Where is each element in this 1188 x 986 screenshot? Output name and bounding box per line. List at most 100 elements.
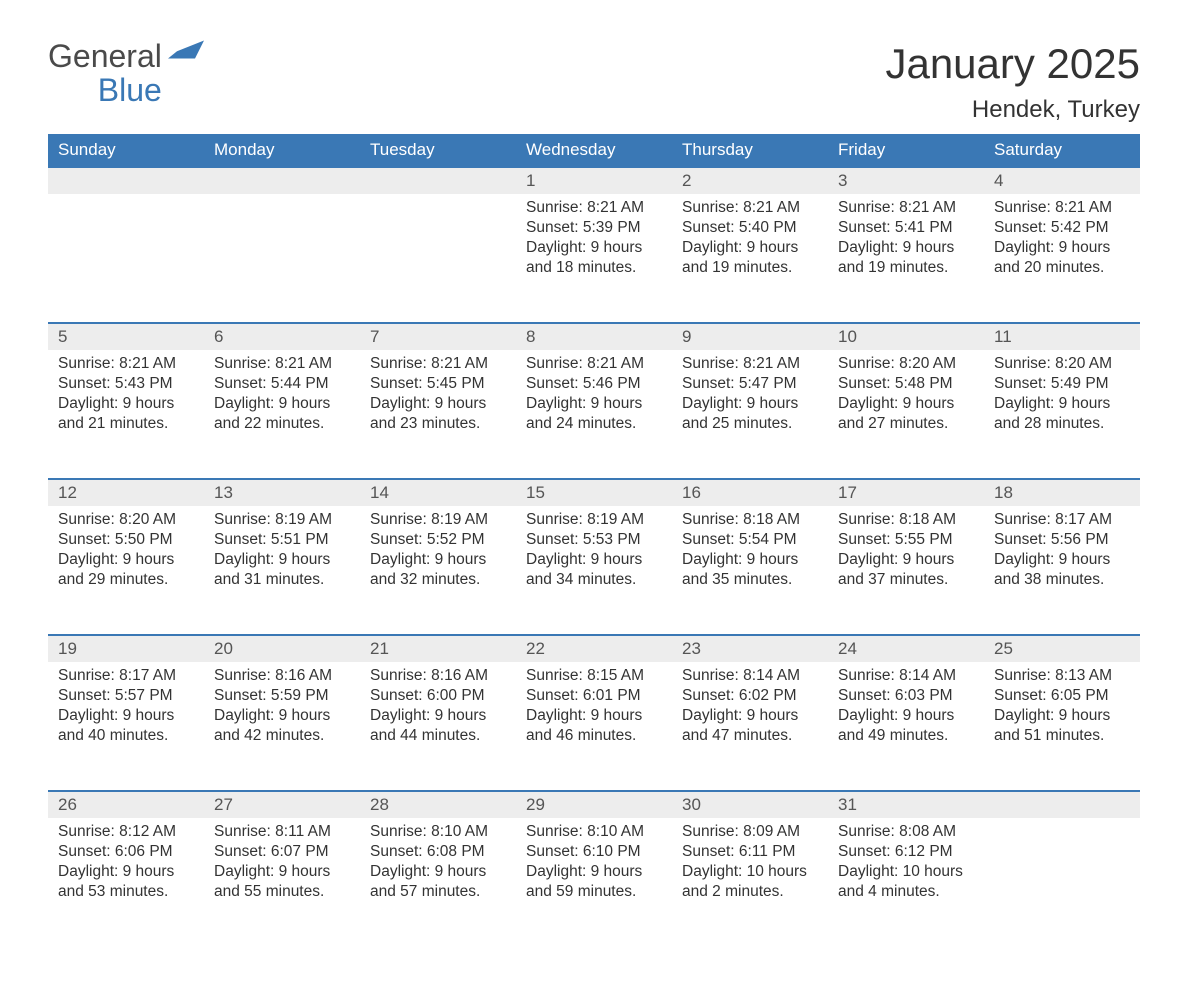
day-sunset: Sunset: 6:10 PM: [526, 842, 662, 862]
day-d2: and 18 minutes.: [526, 258, 662, 278]
day-sunset: Sunset: 6:00 PM: [370, 686, 506, 706]
day-sunset: Sunset: 6:03 PM: [838, 686, 974, 706]
day-details: Sunrise: 8:21 AMSunset: 5:47 PMDaylight:…: [672, 350, 828, 449]
day-d1: Daylight: 9 hours: [58, 394, 194, 414]
weekday-header: Saturday: [984, 134, 1140, 166]
day-sunset: Sunset: 6:07 PM: [214, 842, 350, 862]
day-d2: and 27 minutes.: [838, 414, 974, 434]
day-sunset: Sunset: 5:52 PM: [370, 530, 506, 550]
day-sunset: Sunset: 5:41 PM: [838, 218, 974, 238]
day-d1: Daylight: 9 hours: [994, 394, 1130, 414]
day-number: 22: [516, 634, 672, 662]
day-d2: and 53 minutes.: [58, 882, 194, 902]
day-d2: and 22 minutes.: [214, 414, 350, 434]
day-d1: Daylight: 9 hours: [58, 706, 194, 726]
day-details: Sunrise: 8:21 AMSunset: 5:40 PMDaylight:…: [672, 194, 828, 293]
day-number: 13: [204, 478, 360, 506]
day-sunset: Sunset: 5:57 PM: [58, 686, 194, 706]
day-sunrise: Sunrise: 8:21 AM: [526, 354, 662, 374]
day-details: Sunrise: 8:21 AMSunset: 5:41 PMDaylight:…: [828, 194, 984, 293]
day-d1: Daylight: 9 hours: [526, 238, 662, 258]
day-sunrise: Sunrise: 8:17 AM: [994, 510, 1130, 530]
week-body-row: Sunrise: 8:20 AMSunset: 5:50 PMDaylight:…: [48, 506, 1140, 634]
day-sunrise: Sunrise: 8:21 AM: [682, 198, 818, 218]
day-number: 9: [672, 322, 828, 350]
day-number: 29: [516, 790, 672, 818]
day-d2: and 42 minutes.: [214, 726, 350, 746]
day-d2: and 34 minutes.: [526, 570, 662, 590]
day-sunrise: Sunrise: 8:16 AM: [370, 666, 506, 686]
day-sunrise: Sunrise: 8:13 AM: [994, 666, 1130, 686]
day-number: 28: [360, 790, 516, 818]
day-sunset: Sunset: 5:44 PM: [214, 374, 350, 394]
day-number: 31: [828, 790, 984, 818]
day-d1: Daylight: 9 hours: [682, 238, 818, 258]
day-d1: Daylight: 9 hours: [838, 706, 974, 726]
day-d2: and 51 minutes.: [994, 726, 1130, 746]
day-d1: Daylight: 9 hours: [838, 550, 974, 570]
day-sunset: Sunset: 5:45 PM: [370, 374, 506, 394]
day-d1: Daylight: 9 hours: [58, 550, 194, 570]
day-details: Sunrise: 8:21 AMSunset: 5:45 PMDaylight:…: [360, 350, 516, 449]
day-number: 30: [672, 790, 828, 818]
day-sunrise: Sunrise: 8:08 AM: [838, 822, 974, 842]
day-d1: Daylight: 9 hours: [370, 550, 506, 570]
day-details: Sunrise: 8:12 AMSunset: 6:06 PMDaylight:…: [48, 818, 204, 917]
brand-line1: General: [48, 38, 162, 74]
day-sunrise: Sunrise: 8:19 AM: [370, 510, 506, 530]
day-d1: Daylight: 9 hours: [526, 706, 662, 726]
day-sunset: Sunset: 5:39 PM: [526, 218, 662, 238]
day-number-empty: [204, 166, 360, 194]
day-sunrise: Sunrise: 8:21 AM: [370, 354, 506, 374]
month-title: January 2025: [885, 40, 1140, 88]
day-d1: Daylight: 9 hours: [214, 394, 350, 414]
day-sunrise: Sunrise: 8:11 AM: [214, 822, 350, 842]
day-d1: Daylight: 9 hours: [58, 862, 194, 882]
day-d2: and 31 minutes.: [214, 570, 350, 590]
day-details: Sunrise: 8:13 AMSunset: 6:05 PMDaylight:…: [984, 662, 1140, 761]
day-d1: Daylight: 9 hours: [994, 706, 1130, 726]
day-sunset: Sunset: 5:40 PM: [682, 218, 818, 238]
header-bar: General Blue January 2025 Hendek, Turkey: [48, 40, 1140, 124]
day-d2: and 25 minutes.: [682, 414, 818, 434]
day-details: Sunrise: 8:19 AMSunset: 5:51 PMDaylight:…: [204, 506, 360, 605]
day-number-empty: [48, 166, 204, 194]
day-sunset: Sunset: 5:46 PM: [526, 374, 662, 394]
day-details: Sunrise: 8:09 AMSunset: 6:11 PMDaylight:…: [672, 818, 828, 917]
day-sunset: Sunset: 5:50 PM: [58, 530, 194, 550]
day-d1: Daylight: 9 hours: [370, 706, 506, 726]
day-d2: and 20 minutes.: [994, 258, 1130, 278]
day-number: 18: [984, 478, 1140, 506]
day-sunrise: Sunrise: 8:18 AM: [838, 510, 974, 530]
week-body-row: Sunrise: 8:17 AMSunset: 5:57 PMDaylight:…: [48, 662, 1140, 790]
day-d2: and 2 minutes.: [682, 882, 818, 902]
day-d2: and 49 minutes.: [838, 726, 974, 746]
day-number: 27: [204, 790, 360, 818]
day-d2: and 4 minutes.: [838, 882, 974, 902]
day-d2: and 21 minutes.: [58, 414, 194, 434]
day-number: 20: [204, 634, 360, 662]
week-number-row: 19202122232425: [48, 634, 1140, 662]
week-number-row: 262728293031: [48, 790, 1140, 818]
day-sunset: Sunset: 6:12 PM: [838, 842, 974, 862]
day-d2: and 55 minutes.: [214, 882, 350, 902]
day-d1: Daylight: 9 hours: [838, 394, 974, 414]
day-sunset: Sunset: 6:08 PM: [370, 842, 506, 862]
day-details: Sunrise: 8:15 AMSunset: 6:01 PMDaylight:…: [516, 662, 672, 761]
day-details: Sunrise: 8:20 AMSunset: 5:50 PMDaylight:…: [48, 506, 204, 605]
weekday-header: Sunday: [48, 134, 204, 166]
day-sunset: Sunset: 6:06 PM: [58, 842, 194, 862]
day-number: 15: [516, 478, 672, 506]
week-body-row: Sunrise: 8:21 AMSunset: 5:39 PMDaylight:…: [48, 194, 1140, 322]
brand-logo: General Blue: [48, 40, 204, 107]
day-sunset: Sunset: 5:54 PM: [682, 530, 818, 550]
location-label: Hendek, Turkey: [885, 96, 1140, 124]
day-details: Sunrise: 8:16 AMSunset: 6:00 PMDaylight:…: [360, 662, 516, 761]
day-sunset: Sunset: 5:47 PM: [682, 374, 818, 394]
day-number: 10: [828, 322, 984, 350]
day-sunrise: Sunrise: 8:16 AM: [214, 666, 350, 686]
brand-text: General Blue: [48, 40, 162, 107]
day-sunset: Sunset: 5:48 PM: [838, 374, 974, 394]
day-sunrise: Sunrise: 8:21 AM: [994, 198, 1130, 218]
calendar-body: 1234Sunrise: 8:21 AMSunset: 5:39 PMDayli…: [48, 166, 1140, 946]
